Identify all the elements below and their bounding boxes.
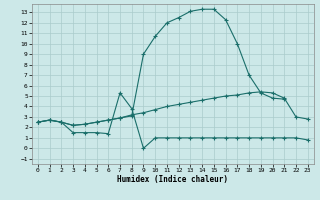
X-axis label: Humidex (Indice chaleur): Humidex (Indice chaleur): [117, 175, 228, 184]
